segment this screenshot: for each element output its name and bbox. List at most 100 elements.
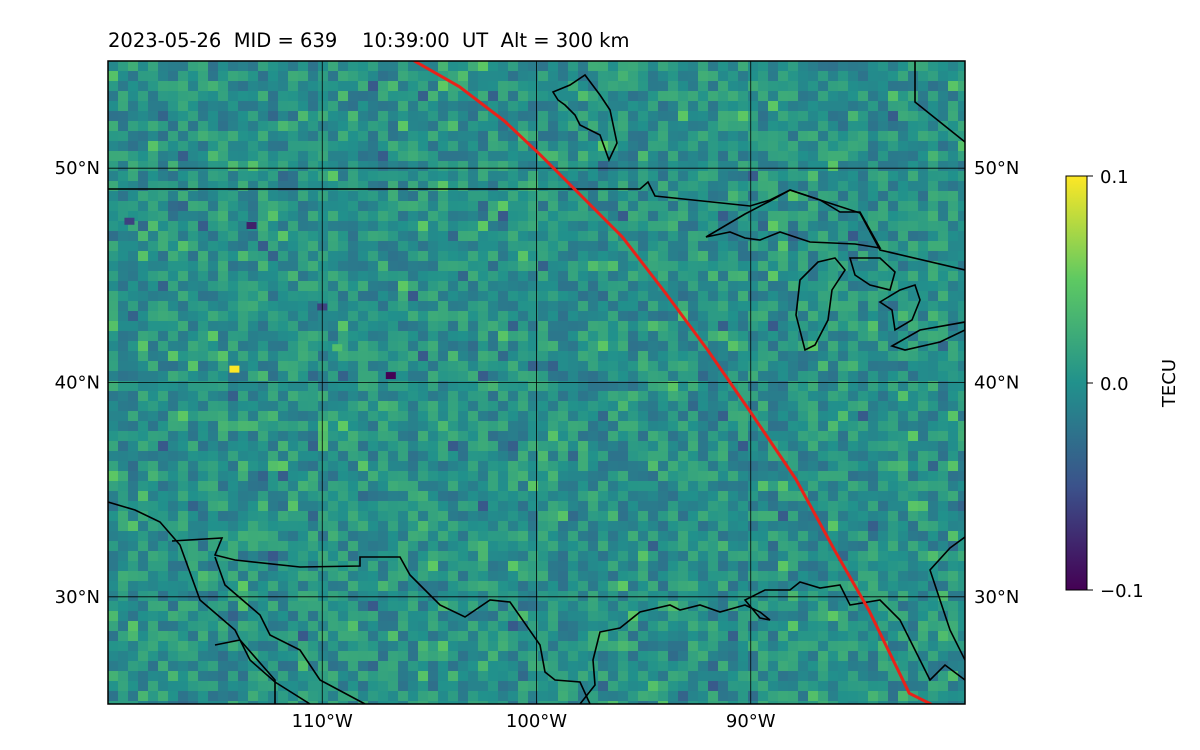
tec-cell xyxy=(368,481,379,492)
tec-cell xyxy=(558,291,569,302)
tec-cell xyxy=(608,381,619,392)
tec-cell xyxy=(258,251,269,262)
tec-cell xyxy=(118,391,129,402)
tec-cell xyxy=(958,361,965,372)
tec-cell xyxy=(168,61,179,72)
tec-cell xyxy=(618,251,629,262)
tec-cell xyxy=(778,421,789,432)
tec-cell xyxy=(158,71,169,82)
tec-cell xyxy=(898,151,909,162)
tec-cell xyxy=(628,141,639,152)
tec-cell xyxy=(158,241,169,252)
tec-cell xyxy=(268,211,279,222)
tec-cell xyxy=(268,71,279,82)
tec-cell xyxy=(748,351,759,362)
tec-cell xyxy=(618,151,629,162)
tec-cell xyxy=(858,611,869,622)
tec-cell xyxy=(798,581,809,592)
tec-cell xyxy=(188,491,199,502)
tec-cell xyxy=(228,191,239,202)
tec-cell xyxy=(518,481,529,492)
tec-cell xyxy=(688,481,699,492)
tec-cell xyxy=(268,231,279,242)
tec-cell xyxy=(648,621,659,632)
tec-cell xyxy=(718,91,729,102)
tec-cell xyxy=(488,111,499,122)
tec-cell xyxy=(238,121,249,132)
tec-cell xyxy=(838,611,849,622)
tec-cell xyxy=(128,71,139,82)
tec-cell xyxy=(918,151,929,162)
tec-cell xyxy=(278,101,289,112)
tec-cell xyxy=(308,431,319,442)
tec-cell xyxy=(648,371,659,382)
tec-cell xyxy=(518,521,529,532)
tec-cell xyxy=(768,161,779,172)
tec-cell xyxy=(958,401,965,412)
tec-cell xyxy=(808,411,819,422)
tec-cell xyxy=(838,431,849,442)
tec-cell xyxy=(108,311,119,322)
tec-cell xyxy=(228,631,239,642)
tec-cell xyxy=(768,81,779,92)
tec-cell xyxy=(628,241,639,252)
tec-cell xyxy=(938,501,949,512)
tec-cell xyxy=(868,601,879,612)
tec-cell xyxy=(678,371,689,382)
tec-cell xyxy=(698,481,709,492)
tec-cell xyxy=(228,531,239,542)
tec-cell xyxy=(358,121,369,132)
tec-cell xyxy=(918,71,929,82)
tec-cell xyxy=(788,631,799,642)
tec-cell xyxy=(218,631,229,642)
tec-cell xyxy=(138,281,149,292)
tec-cell xyxy=(258,81,269,92)
tec-cell xyxy=(578,571,589,582)
tec-cell xyxy=(698,81,709,92)
tec-cell xyxy=(818,271,829,282)
tec-cell xyxy=(238,131,249,142)
tec-cell xyxy=(518,251,529,262)
tec-cell xyxy=(658,71,669,82)
tec-cell xyxy=(348,91,359,102)
tec-cell xyxy=(208,351,219,362)
tec-cell xyxy=(918,391,929,402)
tec-cell xyxy=(418,321,429,332)
tec-cell xyxy=(458,211,469,222)
tec-cell xyxy=(358,291,369,302)
tec-cell xyxy=(628,401,639,412)
tec-cell xyxy=(408,621,419,632)
tec-cell xyxy=(788,461,799,472)
tec-cell xyxy=(608,321,619,332)
tec-cell xyxy=(588,171,599,182)
tec-cell xyxy=(418,111,429,122)
tec-cell xyxy=(938,481,949,492)
tec-cell xyxy=(358,341,369,352)
tec-cell xyxy=(768,601,779,612)
tec-cell xyxy=(378,171,389,182)
tec-cell xyxy=(308,221,319,232)
tec-cell xyxy=(888,411,899,422)
tec-cell xyxy=(838,571,849,582)
tec-cell xyxy=(948,321,959,332)
tec-cell xyxy=(628,111,639,122)
tec-cell xyxy=(908,501,919,512)
tec-cell xyxy=(488,261,499,272)
tec-cell xyxy=(238,541,249,552)
tec-cell xyxy=(608,431,619,442)
tec-cell xyxy=(378,271,389,282)
tec-cell xyxy=(748,611,759,622)
tec-cell xyxy=(928,531,939,542)
tec-cell xyxy=(758,531,769,542)
tec-cell xyxy=(718,351,729,362)
tec-cell xyxy=(448,81,459,92)
tec-cell xyxy=(298,531,309,542)
tec-cell xyxy=(928,361,939,372)
tec-cell xyxy=(328,71,339,82)
tec-cell xyxy=(488,401,499,412)
tec-cell xyxy=(818,281,829,292)
tec-cell xyxy=(628,171,639,182)
tec-cell xyxy=(788,611,799,622)
tec-cell xyxy=(748,481,759,492)
tec-cell xyxy=(838,121,849,132)
